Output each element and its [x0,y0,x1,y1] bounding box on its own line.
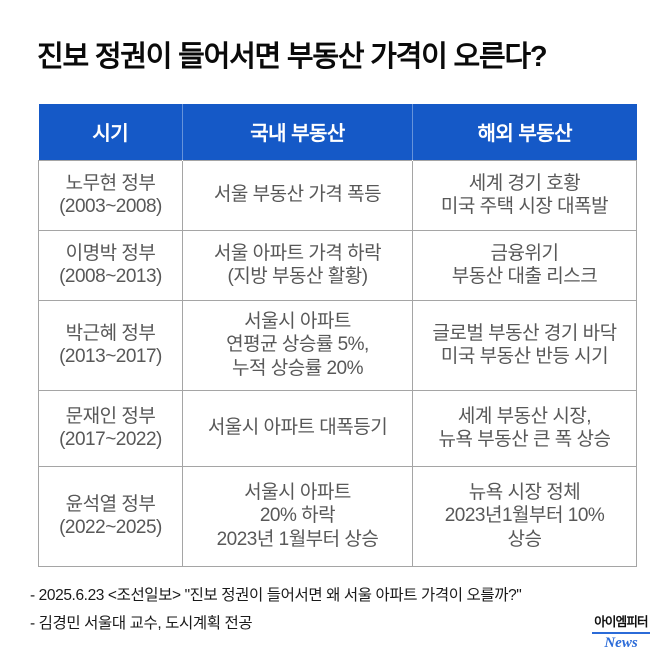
cell-period: 노무현 정부 (2003~2008) [38,159,183,231]
logo-news-label: News [604,634,638,651]
cell-period: 박근혜 정부 (2013~2017) [38,299,183,391]
cell-period: 문재인 정부 (2017~2022) [38,389,183,467]
author-note: - 김경민 서울대 교수, 도시계획 전공 [30,615,253,632]
table-row: 윤석열 정부 (2022~2025) 서울시 아파트 20% 하락 2023년 … [38,465,637,567]
footnotes: - 2025.6.23 <조선일보> "진보 정권이 들어서면 왜 서울 아파트… [30,582,620,638]
cell-overseas: 금융위기 부동산 대출 리스크 [412,229,637,301]
col-header-overseas: 해외 부동산 [412,104,637,160]
cell-domestic: 서울시 아파트 대폭등기 [182,389,413,467]
logo-wordmark: 아이엠피터 [594,615,648,629]
col-header-domestic: 국내 부동산 [182,104,413,160]
cell-domestic: 서울 부동산 가격 폭등 [182,159,413,231]
table-row: 박근혜 정부 (2013~2017) 서울시 아파트 연평균 상승률 5%, 누… [38,299,637,391]
cell-period: 이명박 정부 (2008~2013) [38,229,183,301]
cell-overseas: 세계 부동산 시장, 뉴욕 부동산 큰 폭 상승 [412,389,637,467]
cell-domestic: 서울 아파트 가격 하락 (지방 부동산 활황) [182,229,413,301]
logo-divider [592,631,650,634]
cell-period: 윤석열 정부 (2022~2025) [38,465,183,567]
table-row: 문재인 정부 (2017~2022) 서울시 아파트 대폭등기 세계 부동산 시… [38,389,637,467]
cell-overseas: 세계 경기 호황 미국 주택 시장 대폭발 [412,159,637,231]
real-estate-table: 시기 국내 부동산 해외 부동산 노무현 정부 (2003~2008) 서울 부… [38,104,637,567]
col-header-period: 시기 [38,104,183,160]
cell-domestic: 서울시 아파트 연평균 상승률 5%, 누적 상승률 20% [182,299,413,391]
table-header-row: 시기 국내 부동산 해외 부동산 [38,104,637,160]
cell-overseas: 글로벌 부동산 경기 바닥 미국 부동산 반등 시기 [412,299,637,391]
cell-domestic: 서울시 아파트 20% 하락 2023년 1월부터 상승 [182,465,413,567]
impeter-news-logo: 아이엠피터 News [592,615,650,651]
cell-overseas: 뉴욕 시장 정체 2023년1월부터 10% 상승 [412,465,637,567]
source-note: - 2025.6.23 <조선일보> "진보 정권이 들어서면 왜 서울 아파트… [30,587,522,604]
page-title: 진보 정권이 들어서면 부동산 가격이 오른다? [37,41,548,73]
table-row: 노무현 정부 (2003~2008) 서울 부동산 가격 폭등 세계 경기 호황… [38,159,637,231]
table-row: 이명박 정부 (2008~2013) 서울 아파트 가격 하락 (지방 부동산 … [38,229,637,301]
